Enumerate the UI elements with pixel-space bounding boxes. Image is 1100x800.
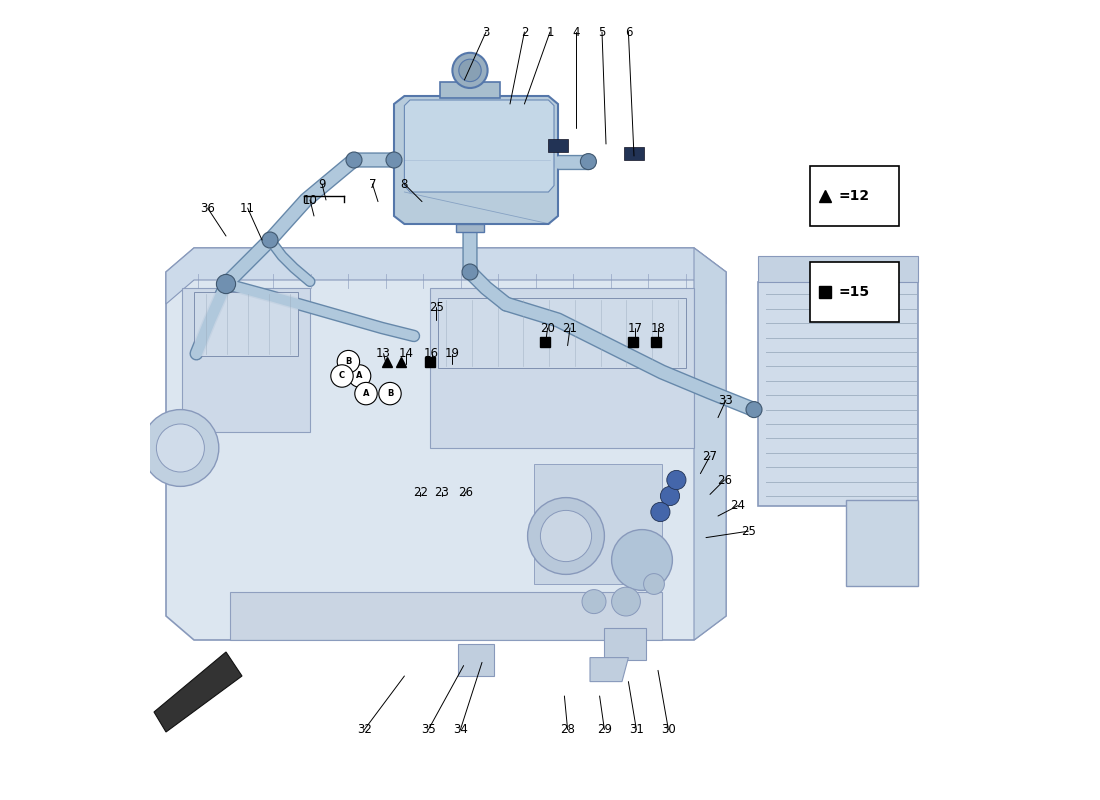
Text: 18: 18 <box>650 322 666 334</box>
Text: 23: 23 <box>434 486 450 498</box>
Text: 31: 31 <box>629 723 644 736</box>
Circle shape <box>528 498 604 574</box>
Polygon shape <box>394 96 558 224</box>
Bar <box>549 139 568 152</box>
Polygon shape <box>438 298 686 368</box>
Circle shape <box>651 502 670 522</box>
Text: A: A <box>356 371 363 381</box>
Bar <box>625 147 644 160</box>
Text: C: C <box>339 371 345 381</box>
Text: 32: 32 <box>358 723 372 736</box>
Circle shape <box>612 530 672 590</box>
Text: 3: 3 <box>482 26 490 38</box>
Circle shape <box>612 587 640 616</box>
Circle shape <box>667 470 686 490</box>
Text: 26: 26 <box>717 474 732 486</box>
Circle shape <box>142 410 219 486</box>
Polygon shape <box>194 292 298 356</box>
Polygon shape <box>604 628 646 660</box>
Text: euro: euro <box>218 326 610 474</box>
Text: 24: 24 <box>730 499 746 512</box>
Text: 20: 20 <box>540 322 556 334</box>
Polygon shape <box>440 82 500 98</box>
Polygon shape <box>590 658 628 682</box>
Circle shape <box>540 510 592 562</box>
Text: 19: 19 <box>444 347 460 360</box>
Text: 2: 2 <box>520 26 528 38</box>
Polygon shape <box>846 500 918 586</box>
Text: 14: 14 <box>398 347 414 360</box>
Circle shape <box>331 365 353 387</box>
Text: 17: 17 <box>627 322 642 334</box>
Circle shape <box>378 382 402 405</box>
Circle shape <box>156 424 205 472</box>
Text: 8: 8 <box>400 178 408 190</box>
Polygon shape <box>182 288 310 432</box>
Polygon shape <box>534 464 662 584</box>
Circle shape <box>746 402 762 418</box>
Text: 11: 11 <box>240 202 255 214</box>
Text: 34: 34 <box>453 723 468 736</box>
Text: B: B <box>345 357 352 366</box>
Polygon shape <box>166 248 726 640</box>
Circle shape <box>262 232 278 248</box>
Text: 33: 33 <box>718 394 734 406</box>
Text: 13: 13 <box>376 347 390 360</box>
Polygon shape <box>430 288 694 448</box>
Text: 29: 29 <box>597 723 612 736</box>
Text: =15: =15 <box>838 285 869 299</box>
Polygon shape <box>458 644 494 676</box>
Circle shape <box>452 53 487 88</box>
Circle shape <box>582 590 606 614</box>
Circle shape <box>581 154 596 170</box>
Text: 10: 10 <box>302 194 318 206</box>
Circle shape <box>355 382 377 405</box>
Text: 28: 28 <box>560 723 575 736</box>
Circle shape <box>660 486 680 506</box>
Polygon shape <box>694 248 726 640</box>
Text: 36: 36 <box>200 202 214 214</box>
Text: A: A <box>363 389 370 398</box>
Text: 5: 5 <box>598 26 606 38</box>
Circle shape <box>217 274 235 294</box>
Text: 22: 22 <box>412 486 428 498</box>
Circle shape <box>338 350 360 373</box>
Circle shape <box>346 152 362 168</box>
Polygon shape <box>230 592 662 640</box>
Text: 9: 9 <box>318 178 326 190</box>
Text: 25: 25 <box>741 525 756 538</box>
Text: 1: 1 <box>547 26 553 38</box>
Circle shape <box>459 59 481 82</box>
Polygon shape <box>154 652 242 732</box>
Text: =12: =12 <box>838 189 869 203</box>
Circle shape <box>462 264 478 280</box>
Circle shape <box>349 365 371 387</box>
Text: B: B <box>387 389 393 398</box>
Text: 30: 30 <box>661 723 675 736</box>
Polygon shape <box>455 224 484 232</box>
Polygon shape <box>405 100 554 192</box>
Text: 7: 7 <box>368 178 376 190</box>
Text: 6: 6 <box>625 26 632 38</box>
Text: 26: 26 <box>459 486 473 498</box>
Text: 16: 16 <box>425 347 439 360</box>
FancyBboxPatch shape <box>810 262 899 322</box>
Text: 25: 25 <box>429 301 443 314</box>
Circle shape <box>644 574 664 594</box>
Text: a passion since 1985: a passion since 1985 <box>275 500 569 524</box>
Text: 21: 21 <box>562 322 578 334</box>
Text: 35: 35 <box>421 723 436 736</box>
Polygon shape <box>758 282 918 506</box>
Polygon shape <box>758 256 918 282</box>
Text: 4: 4 <box>573 26 580 38</box>
Circle shape <box>386 152 402 168</box>
Text: 27: 27 <box>703 450 717 462</box>
FancyBboxPatch shape <box>810 166 899 226</box>
Polygon shape <box>166 248 726 304</box>
